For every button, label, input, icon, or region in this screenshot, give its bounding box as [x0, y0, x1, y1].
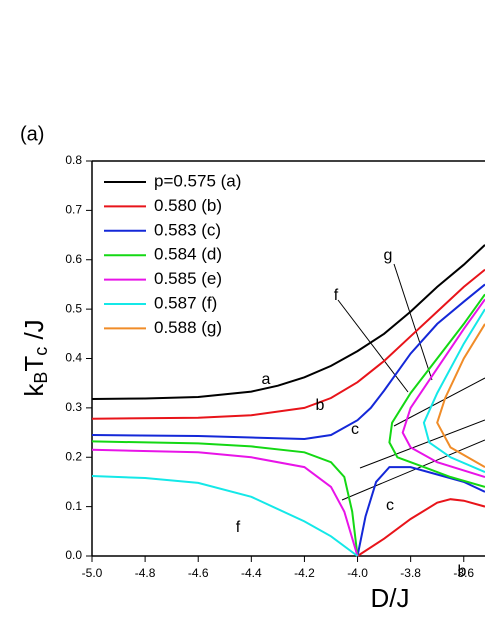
- curve-label: c: [386, 497, 394, 514]
- x-tick-label: -4.2: [294, 566, 315, 580]
- arrow: [393, 377, 485, 427]
- arrow: [341, 439, 485, 501]
- y-label-part: k: [19, 383, 49, 397]
- x-tick-label: -5.0: [82, 566, 103, 580]
- curve-label: f: [236, 519, 241, 536]
- y-axis-label: kBTc /J: [19, 319, 51, 396]
- x-tick-label: -3.8: [400, 566, 421, 580]
- y-tick-label: 0.0: [65, 548, 82, 562]
- series-line: [91, 268, 485, 557]
- series-line: [91, 283, 485, 557]
- series-line: [436, 323, 485, 468]
- series-line: [91, 298, 485, 557]
- series-line: [91, 308, 485, 557]
- y-tick-label: 0.8: [65, 153, 82, 167]
- y-label-part: T: [19, 356, 49, 372]
- x-tick-label: -3.6: [453, 566, 474, 580]
- legend-label: 0.583 (c): [154, 220, 221, 239]
- curve-label: f: [334, 287, 339, 304]
- curve-label: b: [458, 563, 467, 580]
- legend-label: p=0.575 (a): [154, 171, 241, 190]
- arrow: [359, 419, 485, 469]
- arrow: [337, 299, 409, 393]
- legend-label: 0.585 (e): [154, 269, 222, 288]
- legend-label: 0.580 (b): [154, 196, 222, 215]
- series-line: [91, 244, 485, 400]
- legend-label: 0.588 (g): [154, 318, 222, 337]
- curve-label: c: [351, 421, 359, 438]
- x-tick-label: -4.6: [188, 566, 209, 580]
- y-tick-label: 0.4: [65, 351, 82, 365]
- y-tick-label: 0.1: [65, 499, 82, 513]
- y-label-part: B: [31, 372, 51, 384]
- x-tick-label: -4.0: [347, 566, 368, 580]
- x-tick-label: -4.8: [135, 566, 156, 580]
- curve-label: b: [316, 397, 325, 414]
- y-label-part: c: [31, 347, 51, 356]
- series-line: [91, 293, 485, 557]
- legend-label: 0.587 (f): [154, 293, 217, 312]
- curve-label: a: [262, 371, 271, 388]
- x-tick-label: -4.4: [241, 566, 262, 580]
- y-label-part: /J: [19, 319, 49, 346]
- curve-label: g: [384, 247, 393, 264]
- x-axis-label: D/J: [371, 583, 410, 613]
- arrow: [393, 263, 433, 381]
- panel-label: (a): [20, 123, 44, 145]
- y-tick-label: 0.7: [65, 203, 82, 217]
- legend-label: 0.584 (d): [154, 245, 222, 264]
- y-tick-label: 0.3: [65, 400, 82, 414]
- y-tick-label: 0.2: [65, 449, 82, 463]
- y-tick-label: 0.6: [65, 252, 82, 266]
- arrows: [337, 263, 485, 501]
- y-tick-label: 0.5: [65, 301, 82, 315]
